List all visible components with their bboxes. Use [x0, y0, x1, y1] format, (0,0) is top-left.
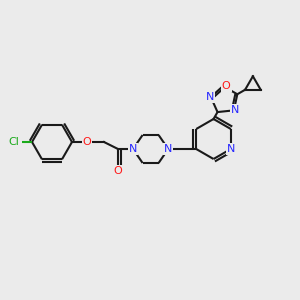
Text: N: N	[206, 92, 214, 102]
Text: N: N	[231, 105, 239, 116]
Text: N: N	[164, 144, 172, 154]
Text: N: N	[227, 144, 235, 154]
Text: O: O	[222, 81, 230, 91]
Text: N: N	[129, 144, 137, 154]
Text: O: O	[82, 137, 91, 147]
Text: O: O	[114, 166, 122, 176]
Text: Cl: Cl	[9, 137, 20, 147]
